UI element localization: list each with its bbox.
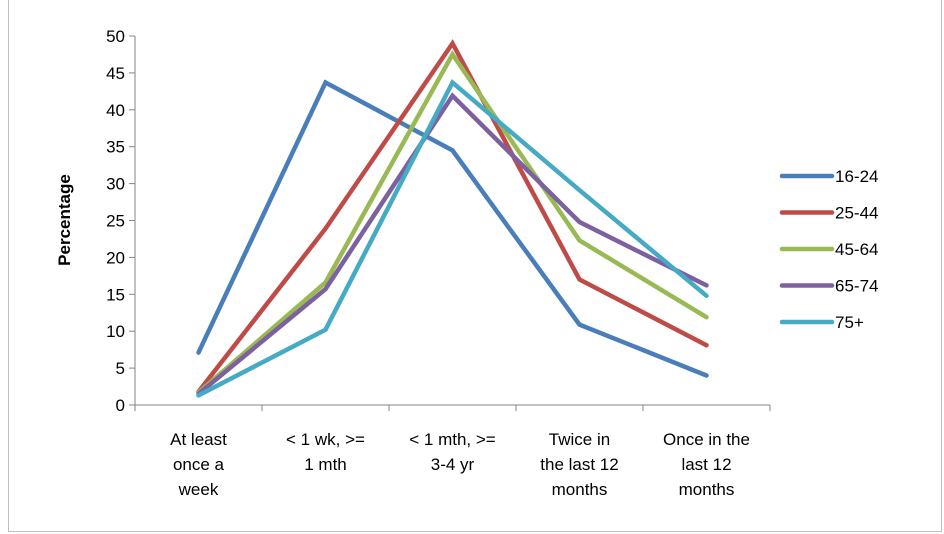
legend-label: 25-44 [835, 204, 878, 223]
x-tick-label-line: last 12 [681, 455, 731, 474]
legend-label: 75+ [835, 313, 864, 332]
x-tick-label-line: months [552, 480, 608, 499]
x-tick-label-line: week [178, 480, 219, 499]
x-tick-label-line: once a [173, 455, 225, 474]
x-tick-label-line: the last 12 [540, 455, 618, 474]
x-tick-label: Twice in the last 12 months [540, 430, 618, 499]
y-tick-label: 45 [106, 64, 125, 83]
y-tick-label: 20 [106, 248, 125, 267]
x-tick-label: < 1 mth, >= 3-4 yr [409, 430, 496, 474]
series-line-45-64 [196, 50, 709, 395]
x-tick-label-line: < 1 mth, >= [409, 430, 496, 449]
y-tick-label: 10 [106, 322, 125, 341]
legend-label: 16-24 [835, 167, 878, 186]
x-tick-label-line: At least [170, 430, 227, 449]
y-tick-label: 50 [106, 27, 125, 46]
x-tick-label-line: 3-4 yr [431, 455, 475, 474]
y-tick-label: 30 [106, 175, 125, 194]
x-tick-label-line: Twice in [549, 430, 610, 449]
x-tick-label-line: 1 mth [304, 455, 347, 474]
x-tick-label: < 1 wk, >= 1 mth [286, 430, 365, 474]
x-tick-label-line: months [679, 480, 735, 499]
x-tick-label-line: < 1 wk, >= [286, 430, 365, 449]
legend: 16-24 25-44 45-64 65-74 75+ [779, 167, 878, 332]
y-tick-label: 15 [106, 285, 125, 304]
y-tick-label: 40 [106, 101, 125, 120]
series-lines [196, 39, 709, 398]
chart-frame [8, 0, 942, 532]
x-tick-label: Once in the last 12 months [663, 430, 750, 499]
x-tick-label: At least once a week [170, 430, 227, 499]
x-axis: At least once a week < 1 wk, >= 1 mth < 1 mth… [134, 404, 771, 499]
y-axis-label: Percentage [55, 174, 74, 266]
y-tick-label: 0 [116, 396, 125, 415]
series-line-65-74 [196, 92, 709, 397]
legend-label: 45-64 [835, 240, 878, 259]
y-tick-label: 35 [106, 138, 125, 157]
series-line-75+ [196, 78, 709, 398]
y-axis: 0 5 10 15 20 25 30 35 40 45 50 [106, 27, 136, 415]
x-tick-label-line: Once in the [663, 430, 750, 449]
y-tick-label: 5 [116, 359, 125, 378]
legend-label: 65-74 [835, 277, 878, 296]
y-tick-label: 25 [106, 212, 125, 231]
